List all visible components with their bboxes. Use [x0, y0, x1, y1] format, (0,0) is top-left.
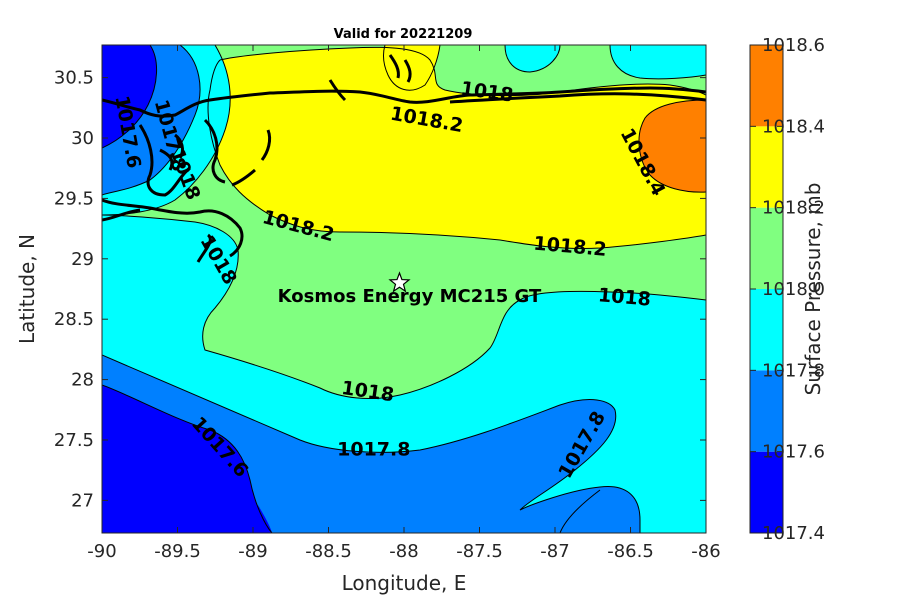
level-fill-1017-8-nw — [102, 45, 231, 215]
contour-line — [102, 45, 231, 216]
contour-line — [102, 214, 706, 399]
colorbar-segment — [750, 207, 783, 289]
coastline-path — [196, 233, 212, 263]
site-marker-group: Kosmos Energy MC215 GT — [278, 271, 542, 307]
colorbar-tick-label: 1017.6 — [762, 442, 825, 463]
y-axis-label: Latitude, N — [15, 234, 39, 344]
contour-line — [102, 384, 273, 533]
level-fill-1018-4 — [638, 100, 706, 193]
x-tick-label: -86 — [691, 541, 720, 562]
x-tick-label: -89.5 — [154, 541, 201, 562]
colorbar-segment — [750, 289, 783, 371]
x-tick-label: -89 — [238, 541, 267, 562]
y-tick-label: 28 — [71, 370, 94, 391]
x-tick-label: -87 — [540, 541, 569, 562]
contour-label: 1018 — [597, 284, 652, 311]
contour-line — [559, 489, 601, 533]
colorbar-segment — [750, 45, 783, 127]
coastline-path — [328, 79, 347, 102]
colorbar-segment — [750, 370, 783, 452]
colorbar: 1018.6 1018.4 1018.2 1018.0 1017.8 1017.6 1017… — [749, 35, 825, 544]
coastline-path — [102, 198, 244, 258]
contour-line — [609, 45, 706, 80]
contour-label: 1017.8 — [337, 439, 410, 461]
coastline-path — [159, 133, 184, 171]
y-tick-label: 29 — [71, 249, 94, 270]
x-tick-label: -87.5 — [456, 541, 503, 562]
contour-lines — [102, 45, 706, 533]
colorbar-tick-label: 1018.2 — [762, 198, 825, 219]
chart-title: Valid for 20221209 — [334, 27, 473, 42]
colorbar-tick-label: 1018.4 — [762, 116, 825, 137]
y-tick-label: 30.5 — [54, 68, 94, 89]
x-tick-label: -90 — [87, 541, 116, 562]
coastline-path — [102, 208, 141, 222]
level-fill-1017-4-sw — [102, 385, 272, 533]
coastline-path — [260, 129, 272, 161]
contour-line — [382, 45, 441, 91]
level-fill-1017-4-nw — [102, 45, 157, 148]
level-fill-1017-8-ne2 — [610, 45, 706, 79]
site-label: Kosmos Energy MC215 GT — [278, 286, 542, 307]
y-tick-label: 27 — [71, 490, 94, 511]
coastline-path — [388, 54, 412, 83]
coastline-path — [138, 124, 191, 197]
y-tick-label: 29.5 — [54, 188, 94, 209]
level-fill-1018-2 — [208, 47, 706, 249]
x-axis-label: Longitude, E — [342, 571, 467, 595]
contour-line — [219, 46, 706, 97]
contour-line — [102, 45, 158, 149]
colorbar-label: Surface Pressure, mb — [801, 183, 825, 396]
coastline-path — [231, 168, 256, 187]
y-tick-label: 30 — [71, 128, 94, 149]
contour-line — [207, 59, 706, 249]
colorbar-tick-label: 1017.4 — [762, 523, 825, 544]
contour-line — [504, 45, 561, 73]
coastline-path — [449, 92, 706, 104]
colorbar-segment — [750, 126, 783, 208]
colorbar-segment — [750, 451, 783, 533]
coastline-path — [203, 118, 226, 184]
colorbar-tick-label: 1018.6 — [762, 35, 825, 56]
coastline-path — [102, 86, 706, 118]
y-tick-label: 27.5 — [54, 430, 94, 451]
plot-area — [102, 45, 706, 533]
y-tick-label: 28.5 — [54, 309, 94, 330]
contour-line — [102, 354, 641, 533]
x-tick-label: -88 — [389, 541, 418, 562]
contour-line — [638, 99, 706, 193]
x-axis: -90 -89.5 -89 -88.5 -88 -87.5 -87 -86.5 -86 — [87, 45, 721, 562]
x-tick-label: -86.5 — [607, 541, 654, 562]
colorbar-tick-label: 1018.0 — [762, 279, 825, 300]
coastline — [102, 54, 706, 263]
level-fill-1017-8-ne — [505, 45, 560, 72]
y-axis: 27 27.5 28 28.5 29 29.5 30 30.5 — [54, 68, 706, 511]
x-tick-label: -88.5 — [305, 541, 352, 562]
level-fill-1017-4-s — [258, 505, 272, 533]
site-star-marker — [388, 271, 411, 293]
colorbar-tick-label: 1017.8 — [762, 360, 825, 381]
